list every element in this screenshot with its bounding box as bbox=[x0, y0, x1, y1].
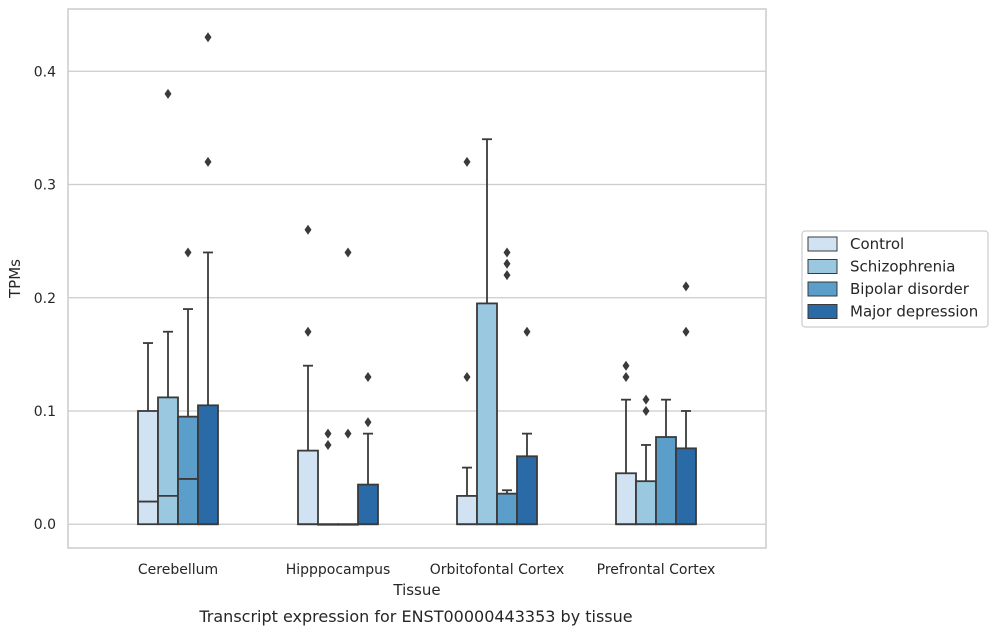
box bbox=[615, 360, 637, 526]
box-body bbox=[615, 472, 637, 526]
outlier-point bbox=[642, 405, 650, 416]
y-tick-label: 0.4 bbox=[34, 64, 56, 80]
y-tick-label: 0.3 bbox=[34, 178, 56, 194]
x-tick-label: Orbitofontal Cortex bbox=[430, 562, 565, 578]
outlier-point bbox=[304, 326, 312, 337]
box-body bbox=[157, 396, 179, 526]
box-series bbox=[137, 32, 697, 526]
outlier-point bbox=[364, 417, 372, 428]
box-body bbox=[496, 492, 518, 526]
outlier-point bbox=[682, 281, 690, 292]
series-schizophrenia bbox=[157, 88, 657, 526]
y-tick-label: 0.1 bbox=[34, 404, 56, 420]
box bbox=[137, 342, 159, 526]
box bbox=[635, 394, 657, 526]
outlier-point bbox=[184, 247, 192, 258]
box bbox=[675, 281, 697, 526]
legend-swatch bbox=[807, 236, 838, 252]
outlier-point bbox=[364, 372, 372, 383]
outlier-point bbox=[503, 258, 511, 269]
series-bipolar-disorder bbox=[177, 247, 677, 526]
legend-label: Bipolar disorder bbox=[850, 280, 970, 298]
legend-label: Control bbox=[850, 235, 904, 253]
series-major-depression bbox=[197, 32, 697, 526]
box-body bbox=[675, 447, 697, 526]
outlier-point bbox=[503, 270, 511, 281]
chart-caption: Transcript expression for ENST0000044335… bbox=[198, 607, 632, 626]
legend-label: Major depression bbox=[850, 303, 978, 321]
box bbox=[197, 32, 219, 526]
series-control bbox=[137, 156, 637, 526]
outlier-point bbox=[463, 156, 471, 167]
legend-swatch bbox=[807, 281, 838, 297]
y-axis-label: TPMs bbox=[6, 259, 24, 299]
box-body bbox=[137, 410, 159, 526]
box bbox=[496, 247, 518, 526]
plot-frame bbox=[67, 8, 767, 549]
box bbox=[655, 398, 677, 526]
outlier-point bbox=[622, 372, 630, 383]
legend-swatch bbox=[807, 259, 838, 274]
box-body bbox=[516, 455, 538, 526]
box bbox=[157, 88, 179, 526]
outlier-point bbox=[523, 326, 531, 337]
outlier-point bbox=[324, 439, 332, 450]
outlier-point bbox=[463, 372, 471, 383]
box bbox=[516, 326, 538, 526]
y-tick-label: 0.2 bbox=[34, 291, 56, 307]
outlier-point bbox=[304, 224, 312, 235]
box-body bbox=[297, 449, 319, 526]
outlier-point bbox=[622, 360, 630, 371]
outlier-point bbox=[503, 247, 511, 258]
outlier-point bbox=[324, 428, 332, 439]
legend-swatch bbox=[807, 304, 838, 319]
outlier-point bbox=[204, 32, 212, 43]
outlier-point bbox=[344, 247, 352, 258]
box bbox=[177, 247, 199, 526]
box-body bbox=[456, 495, 478, 526]
box bbox=[337, 247, 359, 526]
box-body bbox=[177, 415, 199, 526]
box-body bbox=[476, 302, 498, 526]
outlier-point bbox=[344, 428, 352, 439]
outlier-point bbox=[682, 326, 690, 337]
box bbox=[297, 224, 319, 526]
x-tick-label: Prefrontal Cortex bbox=[597, 562, 716, 578]
outlier-point bbox=[642, 394, 650, 405]
y-tick-label: 0.0 bbox=[34, 517, 56, 533]
legend-frame bbox=[801, 230, 989, 328]
x-tick-label: Cerebellum bbox=[138, 562, 218, 578]
legend: Control Schizophrenia Bipolar disorder Majo… bbox=[801, 230, 989, 328]
box bbox=[357, 372, 379, 526]
box-body bbox=[635, 480, 657, 526]
y-tick-labels: 0.0 0.1 0.2 0.3 0.4 bbox=[34, 64, 56, 533]
x-axis-label: Tissue bbox=[392, 581, 440, 599]
box-body bbox=[655, 436, 677, 526]
legend-label: Schizophrenia bbox=[850, 258, 955, 276]
box bbox=[476, 138, 498, 526]
outlier-point bbox=[164, 88, 172, 99]
outlier-point bbox=[204, 156, 212, 167]
box-body bbox=[357, 483, 379, 526]
x-tick-labels: Cerebellum Hipppocampus Orbitofontal Corte… bbox=[138, 562, 715, 578]
box bbox=[317, 428, 339, 526]
box-body bbox=[197, 404, 219, 526]
box bbox=[456, 156, 478, 526]
x-tick-label: Hipppocampus bbox=[286, 562, 391, 578]
